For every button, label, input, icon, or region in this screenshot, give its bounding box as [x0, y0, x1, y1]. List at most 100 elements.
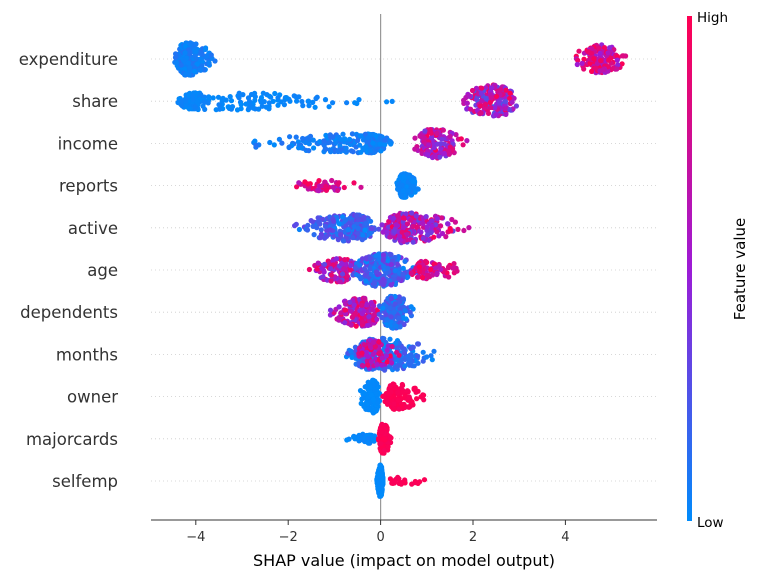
x-axis-ticks: −4 −2 0 2 4	[186, 520, 570, 545]
shap-point	[236, 95, 242, 101]
shap-point	[359, 311, 365, 317]
shap-point	[376, 226, 382, 232]
shap-point	[187, 64, 193, 71]
shap-point	[306, 266, 312, 273]
shap-point	[349, 314, 355, 320]
shap-point	[428, 266, 434, 273]
shap-point	[305, 181, 311, 187]
shap-point	[420, 235, 426, 241]
shap-point	[320, 274, 326, 280]
shap-point	[477, 103, 483, 109]
shap-point	[365, 362, 371, 368]
shap-point	[402, 258, 408, 264]
shap-point	[420, 275, 426, 281]
shap-point	[335, 187, 341, 193]
shap-point	[331, 218, 337, 224]
shap-point	[371, 280, 377, 286]
shap-point	[384, 359, 390, 365]
shap-point	[487, 99, 493, 106]
shap-point	[353, 272, 360, 278]
shap-point	[447, 133, 453, 140]
shap-point	[455, 226, 461, 232]
shap-point	[359, 350, 365, 356]
shap-point	[363, 278, 369, 284]
shap-point	[387, 383, 393, 389]
shap-point	[579, 60, 585, 66]
shap-point	[372, 407, 378, 413]
shap-point	[423, 258, 429, 264]
shap-point	[266, 100, 272, 106]
shap-point	[327, 307, 334, 313]
colorbar-high-label: High	[697, 10, 728, 26]
shap-point	[400, 188, 406, 194]
shap-point	[492, 105, 498, 111]
shap-point	[434, 229, 440, 235]
shap-point	[400, 296, 406, 302]
shap-point	[324, 233, 330, 239]
shap-point	[392, 301, 398, 307]
shap-point	[343, 145, 349, 151]
shap-point	[479, 85, 485, 91]
shap-point	[600, 67, 606, 73]
shap-point	[382, 367, 388, 373]
shap-point	[234, 107, 241, 113]
shap-point	[413, 213, 419, 219]
shap-point	[228, 98, 235, 104]
shap-point	[327, 227, 333, 233]
shap-point	[305, 98, 312, 104]
shap-point	[275, 95, 281, 101]
shap-point	[296, 94, 302, 100]
shap-point	[397, 299, 403, 305]
shap-point	[306, 103, 312, 109]
feature-label-active: active	[68, 219, 118, 238]
shap-point	[391, 382, 397, 388]
feature-label-age: age	[87, 261, 118, 280]
shap-point	[376, 486, 382, 492]
shap-point	[389, 360, 395, 366]
shap-point	[367, 266, 373, 272]
shap-point	[429, 357, 435, 363]
shap-point	[594, 61, 601, 67]
shap-point	[606, 57, 612, 63]
shap-point	[360, 395, 366, 401]
shap-point	[398, 481, 404, 487]
shap-point	[404, 231, 410, 238]
shap-point	[178, 62, 184, 68]
shap-point	[330, 184, 336, 190]
shap-point	[384, 265, 391, 271]
feature-label-expenditure: expenditure	[19, 50, 118, 69]
shap-point	[591, 56, 597, 62]
shap-point	[403, 211, 409, 217]
x-tick-label: −4	[186, 530, 205, 545]
shap-point	[379, 222, 385, 228]
shap-point	[393, 340, 399, 346]
shap-point	[400, 265, 406, 271]
shap-point	[388, 141, 394, 147]
shap-point	[401, 215, 407, 221]
shap-point	[385, 444, 391, 450]
shap-point	[374, 316, 380, 322]
shap-point	[445, 148, 452, 154]
shap-point	[362, 272, 368, 278]
shap-point	[216, 102, 222, 108]
shap-point	[201, 99, 208, 105]
shap-point	[410, 306, 416, 312]
shap-point	[370, 140, 376, 146]
shap-point	[355, 217, 362, 223]
shap-point	[371, 303, 377, 309]
shap-point	[259, 103, 265, 109]
shap-point	[383, 353, 389, 359]
shap-point	[183, 98, 189, 104]
shap-point	[311, 145, 317, 151]
shap-point	[430, 272, 436, 278]
shap-point	[219, 96, 226, 102]
shap-point	[451, 261, 457, 267]
shap-point	[370, 377, 376, 383]
shap-point	[607, 45, 613, 51]
shap-point	[338, 232, 344, 238]
shap-point	[386, 218, 392, 225]
x-tick-label: −2	[279, 530, 298, 545]
shap-point	[509, 99, 515, 105]
shap-point	[414, 396, 420, 402]
shap-point	[395, 213, 401, 219]
